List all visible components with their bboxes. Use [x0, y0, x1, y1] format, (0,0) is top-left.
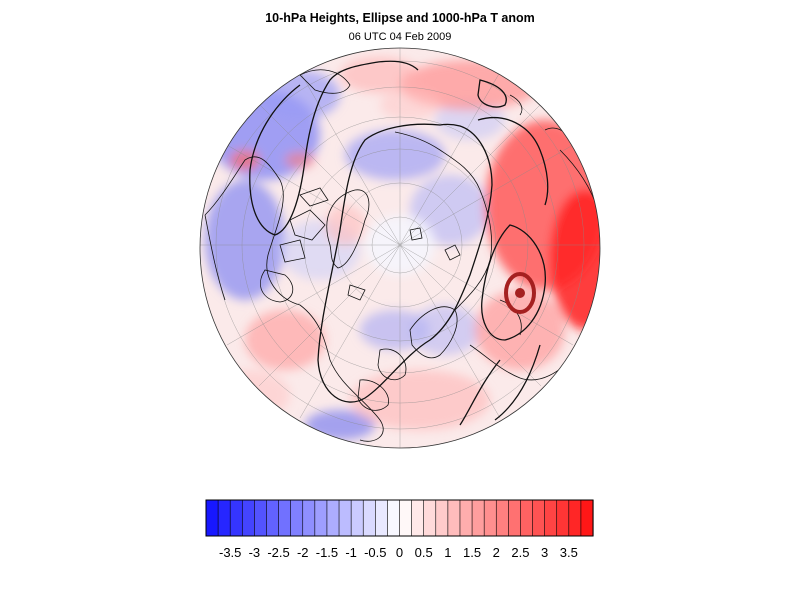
polar-map — [199, 47, 601, 449]
colorbar-swatch — [495, 499, 509, 537]
colorbar-swatch — [241, 499, 255, 537]
colorbar-swatch — [290, 499, 304, 537]
colorbar-swatch — [399, 499, 413, 537]
colorbar-swatch — [314, 499, 328, 537]
colorbar-swatch — [447, 499, 461, 537]
colorbar-tick-label: 3 — [541, 545, 548, 560]
colorbar-tick-label: 1.5 — [463, 545, 481, 560]
colorbar-swatch — [254, 499, 268, 537]
colorbar-tick-label: -1 — [345, 545, 357, 560]
colorbar-tick-label: 2.5 — [511, 545, 529, 560]
colorbar-swatch — [362, 499, 376, 537]
colorbar-swatch — [375, 499, 388, 537]
colorbar-swatch — [350, 499, 364, 537]
colorbar-labels: -3.5 -3 -2.5 -2 -1.5 -1 -0.5 0 0.5 1 1.5 2 2.5 3 3.5 — [219, 545, 578, 560]
colorbar-tick-label: -1.5 — [316, 545, 338, 560]
colorbar-swatch — [423, 499, 437, 537]
colorbar-swatch — [326, 499, 340, 537]
colorbar-swatch — [520, 499, 534, 537]
colorbar-swatches — [205, 499, 594, 537]
colorbar-swatch — [229, 499, 243, 537]
colorbar-swatch — [568, 499, 582, 537]
colorbar-swatch — [556, 499, 570, 537]
colorbar-swatch — [508, 499, 522, 537]
colorbar-swatch — [217, 499, 231, 537]
colorbar-swatch — [435, 499, 449, 537]
graticule — [200, 48, 600, 448]
colorbar-tick-label: 0 — [396, 545, 403, 560]
colorbar-tick-label: 2 — [493, 545, 500, 560]
colorbar-swatch — [580, 499, 594, 537]
colorbar-swatch — [205, 499, 219, 537]
colorbar-tick-label: -2.5 — [267, 545, 289, 560]
colorbar: -3.5 -3 -2.5 -2 -1.5 -1 -0.5 0 0.5 1 1.5 2 2.5 3 3.5 — [205, 499, 594, 560]
colorbar-swatch — [266, 499, 280, 537]
colorbar-swatch — [411, 499, 425, 537]
colorbar-swatch — [387, 499, 401, 537]
colorbar-tick-label: -2 — [297, 545, 309, 560]
colorbar-tick-label: -3.5 — [219, 545, 241, 560]
colorbar-swatch — [532, 499, 546, 537]
colorbar-tick-label: -0.5 — [364, 545, 386, 560]
vortex-ellipse — [504, 272, 536, 314]
colorbar-swatch — [471, 499, 485, 537]
colorbar-swatch — [544, 499, 558, 537]
10hpa-height-contours — [249, 60, 549, 426]
colorbar-tick-label: 1 — [444, 545, 451, 560]
colorbar-swatch — [459, 499, 473, 537]
colorbar-tick-label: -3 — [249, 545, 261, 560]
map-title: 10-hPa Heights, Ellipse and 1000-hPa T a… — [265, 11, 535, 25]
colorbar-swatch — [302, 499, 316, 537]
colorbar-swatch — [483, 499, 497, 537]
colorbar-swatch — [338, 499, 352, 537]
colorbar-tick-label: 3.5 — [560, 545, 578, 560]
colorbar-tick-label: 0.5 — [415, 545, 433, 560]
map-subtitle: 06 UTC 04 Feb 2009 — [349, 31, 452, 43]
colorbar-swatch — [278, 499, 292, 537]
